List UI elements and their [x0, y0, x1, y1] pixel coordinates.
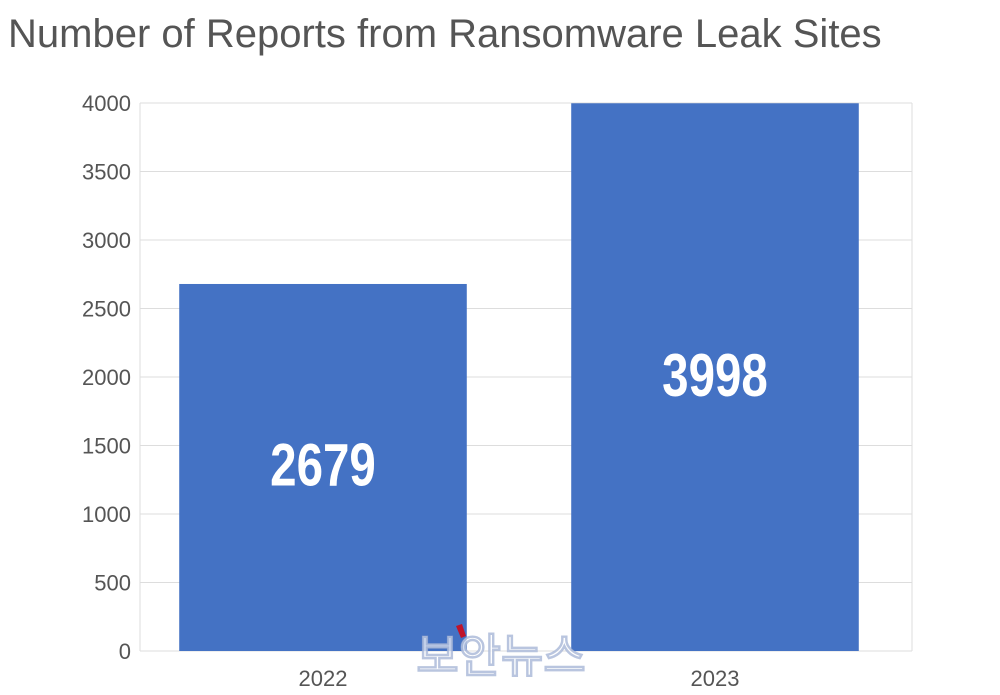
- y-tick-label: 500: [94, 571, 131, 596]
- y-tick-label: 0: [119, 639, 131, 664]
- bar-2023: [571, 103, 859, 652]
- y-tick-label: 4000: [82, 91, 131, 116]
- bar-2022: [179, 283, 467, 651]
- data-label-2022: 2679: [270, 431, 376, 499]
- data-labels: 2679 3998: [270, 342, 768, 499]
- y-tick-label: 3000: [82, 228, 131, 253]
- x-tick-label: 2023: [691, 666, 740, 691]
- y-axis-tick-labels: 0 500 1000 1500 2000 2500 3000 3500 4000: [82, 91, 131, 664]
- chart-title: Number of Reports from Ransomware Leak S…: [8, 12, 882, 56]
- y-tick-label: 1500: [82, 434, 131, 459]
- y-tick-label: 2500: [82, 297, 131, 322]
- data-label-2023: 3998: [662, 342, 768, 410]
- bars: [179, 103, 859, 652]
- x-tick-label: 2022: [299, 666, 348, 691]
- y-tick-label: 2000: [82, 365, 131, 390]
- y-tick-label: 3500: [82, 160, 131, 185]
- x-axis-tick-labels: 2022 2023: [299, 666, 740, 691]
- y-tick-label: 1000: [82, 502, 131, 527]
